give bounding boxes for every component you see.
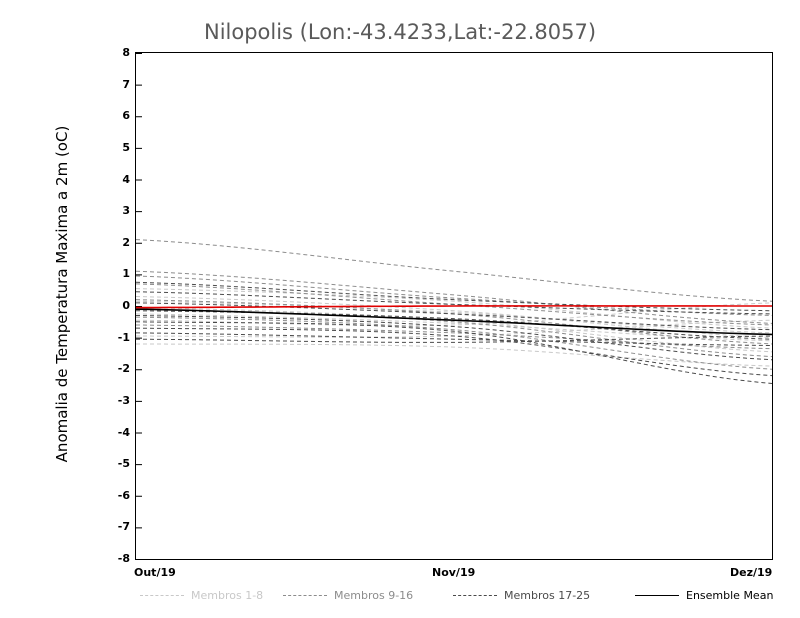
y-tick-label: 8	[122, 46, 130, 59]
page-title: Nilopolis (Lon:-43.4233,Lat:-22.8057)	[203, 20, 597, 44]
y-tick-label: -1	[117, 330, 130, 344]
legend-item: Membros 1-8	[140, 586, 263, 604]
x-tick-label: Nov/19	[432, 566, 476, 579]
series-line	[136, 327, 772, 377]
legend-item: Membros 17-25	[453, 586, 590, 604]
y-tick-label: 0	[122, 299, 130, 312]
x-tick-label: Out/19	[134, 566, 176, 579]
y-tick-label: -7	[117, 520, 130, 534]
legend-label: Membros 9-16	[334, 588, 414, 602]
series-line	[136, 314, 772, 361]
legend-item: Ensemble Mean	[635, 586, 773, 604]
y-axis-label: Anomalia de Temperatura Maxima a 2m (oC)	[53, 125, 71, 463]
series-line	[136, 302, 772, 331]
series-line	[136, 324, 772, 350]
legend-label: Membros 1-8	[191, 588, 264, 602]
series-line	[136, 296, 772, 339]
series-line	[136, 343, 772, 367]
series-line	[136, 313, 772, 342]
legend-item: Membros 9-16	[283, 586, 413, 604]
legend-label: Ensemble Mean	[686, 588, 774, 602]
legend-swatch	[283, 594, 327, 596]
y-tick-label: 3	[122, 204, 130, 218]
y-tick-label: -3	[117, 393, 130, 407]
series-line	[136, 291, 772, 315]
y-tick-label: -4	[117, 425, 130, 439]
series-line	[136, 288, 772, 329]
series-line	[136, 332, 772, 347]
series-line	[136, 319, 772, 338]
series-line	[136, 308, 772, 336]
y-tick-label: -2	[117, 362, 130, 376]
y-tick-label: 2	[122, 235, 130, 249]
series-line	[136, 316, 772, 370]
series-line	[136, 239, 772, 302]
y-tick-label: -8	[117, 552, 130, 565]
series-line	[136, 321, 772, 384]
legend-swatch	[453, 594, 497, 596]
y-tick-label: -6	[117, 488, 130, 502]
x-tick-label: Dez/19	[730, 566, 773, 579]
y-tick-label: -5	[117, 457, 130, 471]
y-tick-label: 7	[122, 77, 130, 91]
series-line	[136, 300, 772, 334]
series-line	[136, 275, 772, 316]
legend-swatch	[140, 594, 184, 596]
plot-area	[135, 52, 773, 560]
series-line	[136, 281, 772, 312]
legend-label: Membros 17-25	[504, 588, 591, 602]
y-tick-label: 4	[122, 172, 130, 186]
series-canvas	[136, 53, 772, 529]
y-axis-ticks: 8 7 6 5 4 3 2 1 0 -1 -2 -3 -4 -5 -6 -7 -8	[100, 0, 130, 618]
chart-legend: Membros 1-8 Membros 9-16 Membros 17-25 Ense…	[135, 586, 773, 608]
y-tick-label: 1	[122, 267, 130, 281]
y-tick-label: 6	[122, 109, 130, 123]
series-line	[136, 270, 772, 324]
y-tick-label: 5	[122, 140, 130, 154]
series-line	[136, 335, 772, 343]
series-line	[136, 305, 772, 309]
legend-swatch	[635, 594, 679, 596]
